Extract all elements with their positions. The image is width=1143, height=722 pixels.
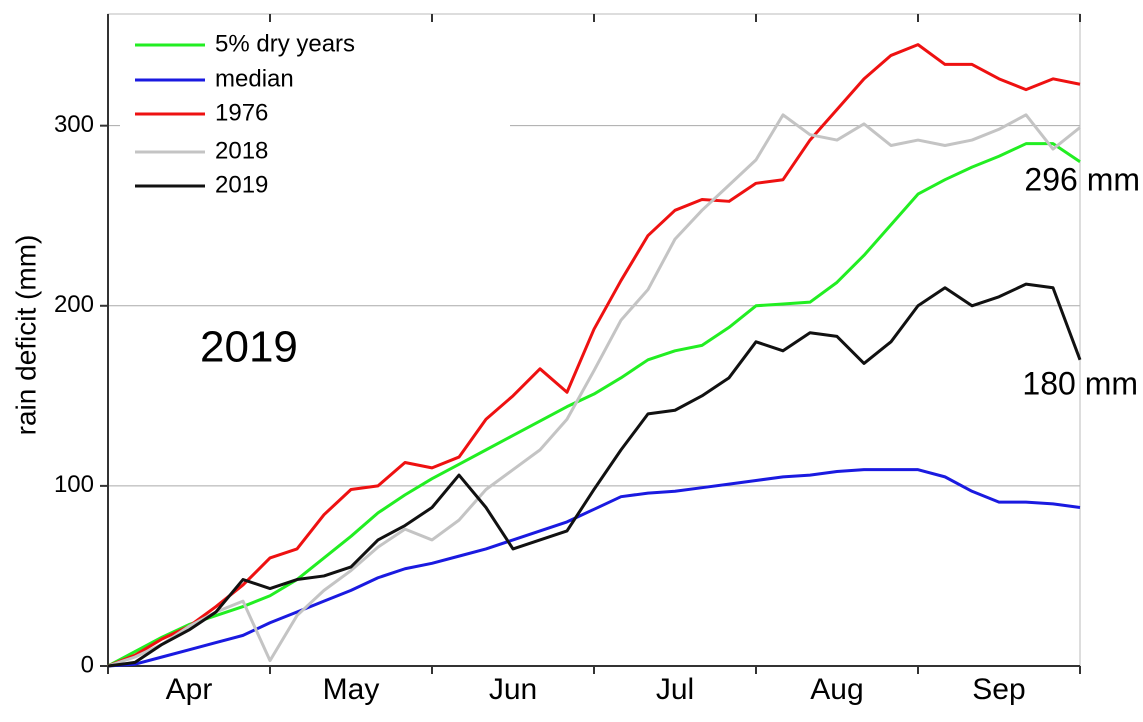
x-tick-label: Sep — [972, 673, 1025, 706]
series-line — [107, 282, 1082, 668]
series-line — [107, 468, 1081, 668]
y-tick-label: 200 — [54, 291, 94, 318]
legend-label: 1976 — [215, 99, 268, 126]
legend-label: median — [215, 65, 294, 92]
series-line — [107, 43, 1081, 668]
legend-label: 2018 — [215, 137, 268, 164]
y-tick-label: 100 — [54, 471, 94, 498]
x-tick-label: Jun — [489, 673, 537, 706]
annotation: 2019 — [200, 323, 298, 372]
y-axis-label: rain deficit (mm) — [10, 235, 41, 436]
x-tick-label: Aug — [810, 673, 863, 706]
y-tick-label: 300 — [54, 111, 94, 138]
y-tick-label: 0 — [81, 651, 94, 678]
x-tick-label: Apr — [166, 673, 213, 706]
x-tick-label: May — [323, 673, 380, 706]
legend-label: 2019 — [215, 171, 268, 198]
annotation: 296 mm — [1024, 161, 1140, 197]
legend-label: 5% dry years — [215, 30, 355, 57]
legend-box — [120, 26, 510, 211]
series-line — [107, 113, 1081, 668]
x-tick-label: Jul — [656, 673, 694, 706]
annotation: 180 mm — [1022, 365, 1138, 401]
series-line — [107, 142, 1081, 668]
